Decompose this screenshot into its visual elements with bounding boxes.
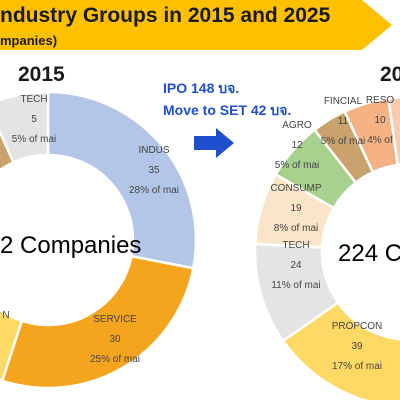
slice-label-right-3-pct: 11% of mai (271, 280, 320, 291)
slice-label-right-0-pct: 4% of (367, 135, 393, 146)
slice-label-right-5-pct: 5% of mai (275, 160, 319, 171)
slice-label-left-1-pct: 25% of mai (90, 354, 140, 365)
slice-label-left-5-name: TECH (20, 94, 47, 105)
slice-label-left-0-name: INDUS (138, 145, 169, 156)
donut-slice-left-tech (0, 90, 50, 164)
slice-label-left-0-pct: 28% of mai (129, 185, 179, 196)
slice-label-right-3-value: 24 (290, 260, 302, 271)
donut-slice-left-n (0, 308, 24, 383)
slice-label-right-5-value: 12 (291, 140, 303, 151)
slice-label-right-0-name: RESO (366, 95, 395, 106)
chart-subtitle: mpanies) (0, 33, 58, 48)
slice-label-right-3-name: TECH (282, 240, 309, 251)
donut-slice-left-indus (46, 90, 198, 270)
slice-label-right-4-name: CONSUMP (270, 183, 321, 194)
slice-label-right-5-name: AGRO (282, 120, 312, 131)
year-label-right: 20 (380, 63, 400, 86)
donut-slice-left-service (0, 254, 195, 390)
slice-label-left-5-pct: 5% of mai (12, 134, 56, 145)
slice-label-left-0-value: 35 (148, 165, 160, 176)
slice-label-right-6-name: FINCIAL (324, 96, 363, 107)
slice-label-right-2-pct: 17% of mai (332, 361, 382, 372)
donut-slice-right-fincial (312, 109, 375, 185)
slice-label-right-4-pct: 8% of mai (274, 223, 318, 234)
slice-label-left-2-name: N (2, 310, 9, 321)
move-note: Move to SET 42 บจ. (163, 102, 292, 118)
slice-label-left-1-value: 30 (109, 334, 121, 345)
year-label-left: 2015 (18, 63, 65, 86)
chart-title: ndustry Groups in 2015 and 2025 (0, 4, 331, 27)
center-label-right: 224 Co (338, 240, 400, 267)
slice-label-right-2-value: 39 (351, 341, 363, 352)
donut-slice-right-propcon (281, 300, 400, 400)
banner-shape (0, 0, 392, 50)
slice-label-right-2-name: PROPCON (332, 321, 383, 332)
title-banner: ndustry Groups in 2015 and 2025 mpanies) (0, 0, 400, 52)
slice-label-right-4-value: 19 (290, 203, 302, 214)
slice-label-right-6-pct: 5% of mai (321, 136, 365, 147)
ipo-note: IPO 148 บจ. (163, 80, 240, 96)
center-label-left: 2 Companies (0, 232, 142, 259)
slice-label-left-1-name: SERVICE (93, 314, 137, 325)
slice-label-left-5-value: 5 (31, 114, 37, 125)
donut-slice-right-unlabeled-1 (387, 96, 400, 167)
right-arrow-icon (194, 128, 234, 158)
slice-label-right-6-value: 11 (338, 116, 349, 127)
slice-label-right-0-value: 10 (374, 115, 386, 126)
